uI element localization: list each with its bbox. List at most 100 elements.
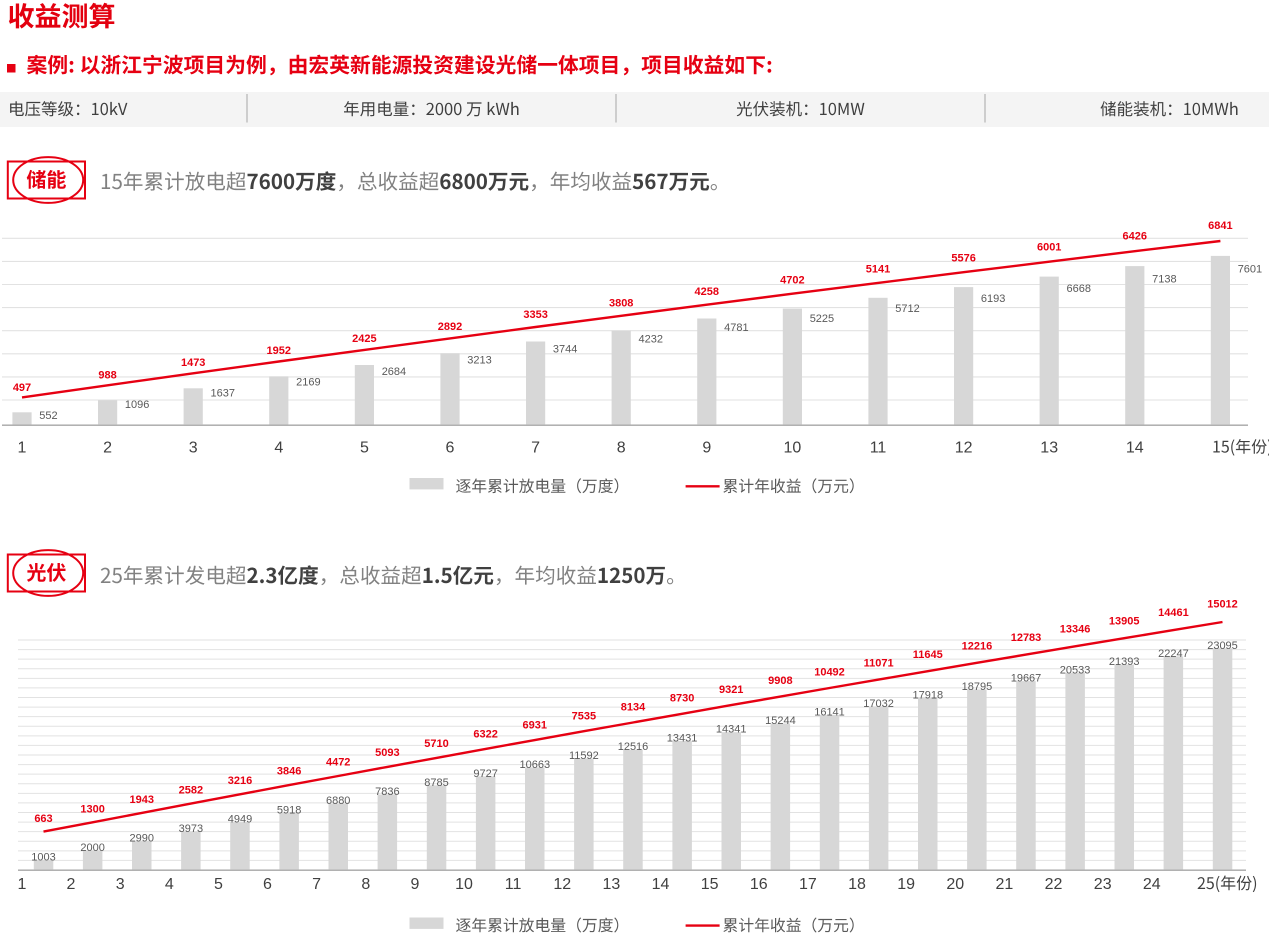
- svg-text:11071: 11071: [864, 658, 894, 670]
- svg-text:1300: 1300: [80, 804, 104, 816]
- svg-text:15012: 15012: [1207, 599, 1238, 611]
- svg-text:2169: 2169: [296, 377, 320, 389]
- svg-text:4702: 4702: [780, 275, 804, 287]
- svg-text:3353: 3353: [523, 309, 547, 321]
- svg-text:11645: 11645: [913, 649, 943, 661]
- svg-text:6: 6: [446, 440, 455, 457]
- svg-text:7: 7: [531, 440, 540, 457]
- svg-text:2990: 2990: [130, 832, 154, 844]
- svg-text:4472: 4472: [326, 756, 350, 768]
- svg-text:20533: 20533: [1060, 664, 1091, 676]
- svg-text:8785: 8785: [424, 777, 448, 789]
- svg-text:3808: 3808: [609, 298, 633, 310]
- svg-text:552: 552: [39, 410, 57, 422]
- svg-text:2425: 2425: [352, 333, 376, 345]
- svg-text:11592: 11592: [569, 750, 599, 762]
- svg-text:13: 13: [1040, 440, 1058, 457]
- svg-text:6322: 6322: [473, 729, 497, 741]
- svg-text:9908: 9908: [768, 675, 792, 687]
- svg-text:8730: 8730: [670, 693, 694, 705]
- svg-text:2582: 2582: [179, 785, 203, 797]
- svg-text:19667: 19667: [1011, 673, 1042, 685]
- svg-text:5712: 5712: [895, 303, 919, 315]
- svg-text:6426: 6426: [1123, 231, 1147, 243]
- svg-text:13905: 13905: [1109, 615, 1140, 627]
- svg-text:12216: 12216: [962, 641, 993, 653]
- svg-text:6880: 6880: [326, 795, 350, 807]
- svg-text:8: 8: [617, 440, 626, 457]
- svg-text:14: 14: [652, 876, 670, 893]
- svg-text:14461: 14461: [1158, 607, 1189, 619]
- svg-text:13: 13: [603, 876, 621, 893]
- svg-text:19: 19: [897, 876, 915, 893]
- svg-text:5: 5: [214, 876, 223, 893]
- svg-text:1: 1: [17, 876, 26, 893]
- svg-text:6001: 6001: [1037, 241, 1061, 253]
- svg-text:1943: 1943: [130, 794, 154, 806]
- svg-text:6668: 6668: [1067, 283, 1091, 295]
- svg-text:18795: 18795: [962, 681, 993, 693]
- svg-text:10492: 10492: [814, 666, 845, 678]
- svg-text:1: 1: [18, 440, 27, 457]
- svg-text:3: 3: [189, 440, 198, 457]
- svg-text:7138: 7138: [1152, 273, 1176, 285]
- svg-text:3846: 3846: [277, 766, 301, 778]
- svg-text:2684: 2684: [382, 366, 406, 378]
- svg-text:2: 2: [67, 876, 76, 893]
- svg-text:5141: 5141: [866, 263, 890, 275]
- svg-text:6193: 6193: [981, 293, 1005, 305]
- svg-text:1637: 1637: [211, 388, 235, 400]
- svg-text:663: 663: [34, 813, 52, 825]
- svg-text:4232: 4232: [639, 334, 663, 346]
- svg-text:4781: 4781: [724, 322, 748, 334]
- svg-text:22247: 22247: [1158, 648, 1189, 660]
- svg-text:20: 20: [946, 876, 964, 893]
- svg-text:5576: 5576: [951, 252, 975, 264]
- svg-text:2000: 2000: [80, 842, 104, 854]
- svg-text:3213: 3213: [467, 355, 491, 367]
- svg-text:6931: 6931: [523, 720, 547, 732]
- svg-text:7535: 7535: [572, 711, 596, 723]
- svg-text:18: 18: [848, 876, 866, 893]
- svg-text:21393: 21393: [1109, 656, 1140, 668]
- svg-text:15244: 15244: [765, 715, 796, 727]
- svg-text:4: 4: [274, 440, 283, 457]
- svg-text:12516: 12516: [618, 741, 649, 753]
- svg-text:13346: 13346: [1060, 624, 1091, 636]
- svg-text:6: 6: [263, 876, 272, 893]
- svg-text:3216: 3216: [228, 775, 252, 787]
- svg-text:11: 11: [505, 876, 522, 893]
- svg-text:1473: 1473: [181, 357, 205, 369]
- svg-text:22: 22: [1045, 876, 1063, 893]
- svg-text:4: 4: [165, 876, 174, 893]
- svg-text:24: 24: [1143, 876, 1161, 893]
- svg-text:3973: 3973: [179, 823, 203, 835]
- svg-text:988: 988: [98, 370, 116, 382]
- svg-text:11: 11: [870, 440, 887, 457]
- svg-text:14341: 14341: [716, 724, 747, 736]
- svg-text:7836: 7836: [375, 786, 399, 798]
- svg-text:5093: 5093: [375, 747, 399, 759]
- svg-text:12783: 12783: [1011, 632, 1042, 644]
- svg-text:16141: 16141: [814, 706, 845, 718]
- svg-text:12: 12: [955, 440, 973, 457]
- svg-text:4258: 4258: [695, 286, 719, 298]
- svg-text:1952: 1952: [267, 345, 291, 357]
- svg-text:9: 9: [410, 876, 419, 893]
- svg-text:17032: 17032: [863, 698, 894, 710]
- svg-text:9321: 9321: [719, 684, 743, 696]
- svg-text:2892: 2892: [438, 321, 462, 333]
- svg-text:13431: 13431: [667, 732, 698, 744]
- svg-text:7601: 7601: [1238, 264, 1262, 276]
- svg-text:497: 497: [13, 382, 31, 394]
- svg-text:8: 8: [361, 876, 370, 893]
- svg-text:10663: 10663: [520, 759, 551, 771]
- svg-text:3: 3: [116, 876, 125, 893]
- svg-text:7: 7: [312, 876, 321, 893]
- svg-text:3744: 3744: [553, 344, 577, 356]
- svg-text:5225: 5225: [810, 313, 834, 325]
- svg-text:5918: 5918: [277, 804, 301, 816]
- svg-text:10: 10: [784, 440, 802, 457]
- svg-text:12: 12: [553, 876, 571, 893]
- svg-text:10: 10: [455, 876, 473, 893]
